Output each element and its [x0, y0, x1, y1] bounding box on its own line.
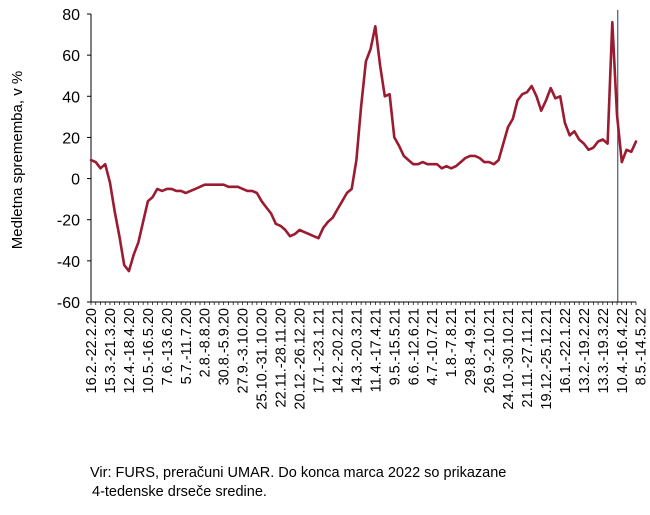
x-tick-label: 27.9.-3.10.20: [236, 308, 252, 393]
x-tick-label: 13.3.-19.3.22: [596, 308, 612, 393]
y-axis: -60 -40 -20 0 20 40 60 80: [57, 7, 91, 312]
x-tick-label: 17.1.-23.1.21: [312, 308, 328, 393]
x-tick-label: 1.8.-7.8.21: [444, 308, 460, 377]
x-tick-label: 30.8.-5.9.20: [217, 308, 233, 385]
x-tick-label: 7.6.-13.6.20: [160, 308, 176, 385]
x-tick-label: 2.8.-8.8.20: [198, 308, 214, 377]
source-note-line-1: Vir: FURS, preračuni UMAR. Do konca marc…: [90, 465, 507, 481]
x-tick-label: 16.2.-22.2.20: [84, 308, 100, 393]
x-tick-label: 6.6.-12.6.21: [406, 308, 422, 385]
x-tick-label: 10.4.-16.4.22: [615, 308, 631, 393]
x-tick-label: 9.5.-15.5.21: [387, 308, 403, 385]
x-tick-label: 14.3.-20.3.21: [349, 308, 365, 393]
source-note-line-2: 4-tedenske drseče sredine.: [92, 484, 267, 500]
x-tick-label: 24.10.-30.10.21: [501, 308, 517, 410]
y-axis-label: Medletna sprememba, v %: [9, 71, 26, 249]
x-tick-label: 20.12.-26.12.20: [293, 308, 309, 410]
y-tick-label: -20: [57, 213, 80, 230]
y-tick-label: 80: [62, 7, 80, 24]
x-tick-label: 16.1.-22.1.22: [558, 308, 574, 393]
x-tick-label: 29.8.-4.9.21: [463, 308, 479, 385]
x-axis: 16.2.-22.2.20 15.3.-21.3.20 12.4.-18.4.20 1…: [84, 302, 650, 410]
x-tick-label: 26.9.-2.10.21: [482, 308, 498, 393]
x-tick-label: 11.4.-17.4.21: [368, 308, 384, 392]
x-tick-label: 12.4.-18.4.20: [122, 308, 138, 393]
x-tick-label: 8.5.-14.5.22: [634, 308, 650, 385]
series-line: [89, 20, 638, 273]
x-tick-label: 4.7.-10.7.21: [425, 308, 441, 385]
y-tick-label: 0: [71, 172, 80, 189]
y-tick-label: 20: [62, 130, 80, 147]
y-tick-label: 40: [62, 89, 80, 106]
x-tick-label: 15.3.-21.3.20: [103, 308, 119, 393]
y-tick-label: -40: [57, 254, 80, 271]
source-note: Vir: FURS, preračuni UMAR. Do konca marc…: [90, 464, 630, 502]
x-tick-label: 13.2.-19.2.22: [577, 308, 593, 393]
plot-area: [89, 10, 638, 303]
x-tick-label: 10.5.-16.5.20: [141, 308, 157, 393]
x-tick-label: 21.11.-27.11.21: [520, 308, 536, 407]
x-tick-label: 14.2.-20.2.21: [330, 308, 346, 393]
x-tick-label: 19.12.-25.12.21: [539, 308, 555, 410]
x-tick-label: 22.11.-28.11.20: [274, 308, 290, 407]
x-tick-label: 25.10.-31.10.20: [255, 308, 271, 410]
y-tick-label: -60: [57, 295, 80, 312]
y-tick-label: 60: [62, 48, 80, 65]
x-tick-label: 5.7.-11.7.20: [179, 308, 195, 384]
line-chart: Medletna sprememba, v % -60 -40 -20 0 20 40 60…: [9, 7, 650, 410]
